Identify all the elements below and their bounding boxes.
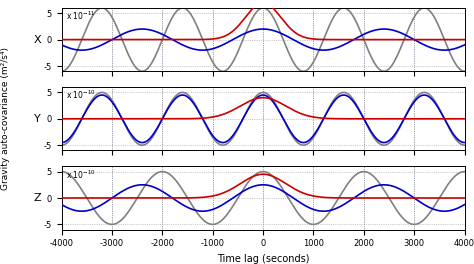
Text: x 10$^{-10}$: x 10$^{-10}$ bbox=[65, 168, 95, 181]
Text: x 10$^{-11}$: x 10$^{-11}$ bbox=[65, 10, 95, 22]
Y-axis label: Z: Z bbox=[34, 193, 41, 203]
Y-axis label: Y: Y bbox=[34, 114, 41, 124]
Text: x 10$^{-10}$: x 10$^{-10}$ bbox=[65, 89, 95, 101]
X-axis label: Time lag (seconds): Time lag (seconds) bbox=[217, 254, 310, 264]
Y-axis label: X: X bbox=[34, 35, 41, 45]
Text: Gravity auto-covariance (m²/s⁴): Gravity auto-covariance (m²/s⁴) bbox=[1, 47, 10, 190]
